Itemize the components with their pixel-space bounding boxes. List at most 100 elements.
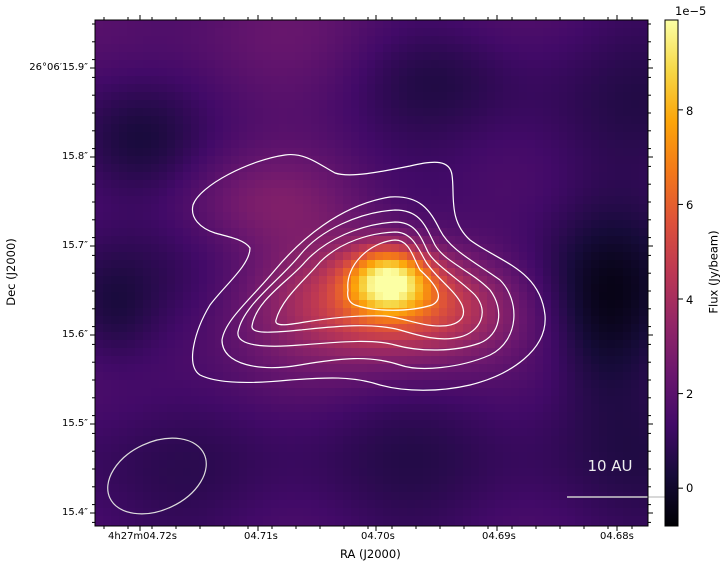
heatmap-cell	[399, 116, 408, 125]
heatmap-cell	[423, 44, 432, 53]
heatmap-cell	[551, 500, 560, 509]
heatmap-cell	[223, 404, 232, 413]
heatmap-cell	[119, 300, 128, 309]
heatmap-cell	[439, 428, 448, 437]
heatmap-cell	[255, 524, 264, 526]
heatmap-cell	[599, 100, 608, 109]
heatmap-cell	[607, 300, 616, 309]
heatmap-cell	[287, 236, 296, 245]
heatmap-cell	[511, 172, 520, 181]
heatmap-cell	[335, 484, 344, 493]
heatmap-cell	[599, 284, 608, 293]
heatmap-cell	[239, 172, 248, 181]
heatmap-cell	[295, 212, 304, 221]
y-tick-label: 15.8″	[61, 151, 88, 162]
heatmap-cell	[359, 100, 368, 109]
heatmap-cell	[191, 340, 200, 349]
heatmap-cell	[431, 452, 440, 461]
heatmap-cell	[631, 76, 640, 85]
heatmap-cell	[231, 292, 240, 301]
heatmap-cell	[335, 364, 344, 373]
heatmap-cell	[575, 156, 584, 165]
heatmap-cell	[623, 180, 632, 189]
heatmap-cell	[367, 116, 376, 125]
heatmap-cell	[599, 92, 608, 101]
heatmap-cell	[503, 212, 512, 221]
heatmap-cell	[295, 244, 304, 253]
heatmap-cell	[135, 52, 144, 61]
heatmap-cell	[287, 68, 296, 77]
heatmap-cell	[143, 100, 152, 109]
heatmap-cell	[359, 508, 368, 517]
heatmap-cell	[503, 20, 512, 29]
heatmap-cell	[199, 444, 208, 453]
heatmap-cell	[639, 500, 648, 509]
heatmap-cell	[575, 268, 584, 277]
heatmap-cell	[223, 492, 232, 501]
heatmap-cell	[335, 100, 344, 109]
heatmap-cell	[151, 172, 160, 181]
heatmap-cell	[335, 204, 344, 213]
heatmap-cell	[167, 260, 176, 269]
heatmap-cell	[287, 340, 296, 349]
heatmap-cell	[407, 124, 416, 133]
heatmap-cell	[375, 292, 384, 301]
heatmap-cell	[383, 236, 392, 245]
heatmap-cell	[343, 300, 352, 309]
heatmap-cell	[271, 372, 280, 381]
heatmap-cell	[327, 372, 336, 381]
heatmap-cell	[463, 436, 472, 445]
heatmap-cell	[631, 212, 640, 221]
heatmap-cell	[407, 244, 416, 253]
heatmap-cell	[335, 260, 344, 269]
heatmap-cell	[143, 188, 152, 197]
heatmap-cell	[207, 508, 216, 517]
heatmap-cell	[463, 100, 472, 109]
heatmap-cell	[495, 508, 504, 517]
heatmap-cell	[247, 492, 256, 501]
heatmap-cell	[527, 60, 536, 69]
heatmap-cell	[111, 364, 120, 373]
heatmap-cell	[383, 460, 392, 469]
heatmap-cell	[231, 196, 240, 205]
heatmap-cell	[431, 460, 440, 469]
heatmap-cell	[599, 476, 608, 485]
heatmap-cell	[495, 460, 504, 469]
heatmap-cell	[607, 76, 616, 85]
heatmap-cell	[95, 380, 104, 389]
heatmap-cell	[263, 492, 272, 501]
heatmap-cell	[383, 92, 392, 101]
heatmap-cell	[527, 388, 536, 397]
heatmap-cell	[575, 388, 584, 397]
heatmap-cell	[599, 196, 608, 205]
heatmap-cell	[575, 508, 584, 517]
heatmap-cell	[391, 460, 400, 469]
heatmap-cell	[367, 348, 376, 357]
heatmap-cell	[359, 516, 368, 525]
heatmap-cell	[159, 452, 168, 461]
heatmap-cell	[143, 380, 152, 389]
heatmap-cell	[287, 36, 296, 45]
heatmap-cell	[231, 244, 240, 253]
heatmap-cell	[455, 212, 464, 221]
heatmap-cell	[207, 244, 216, 253]
heatmap-cell	[247, 124, 256, 133]
heatmap-cell	[471, 460, 480, 469]
heatmap-cell	[535, 180, 544, 189]
heatmap-cell	[215, 20, 224, 29]
heatmap-cell	[95, 516, 104, 525]
heatmap-cell	[559, 228, 568, 237]
heatmap-cell	[607, 196, 616, 205]
heatmap-cell	[415, 252, 424, 261]
heatmap-cell	[311, 276, 320, 285]
heatmap-cell	[311, 68, 320, 77]
heatmap-cell	[479, 60, 488, 69]
heatmap-cell	[415, 84, 424, 93]
heatmap-cell	[255, 228, 264, 237]
heatmap-cell	[295, 300, 304, 309]
heatmap-cell	[391, 436, 400, 445]
heatmap-cell	[431, 492, 440, 501]
heatmap-cell	[567, 428, 576, 437]
heatmap-cell	[303, 140, 312, 149]
heatmap-cell	[111, 356, 120, 365]
